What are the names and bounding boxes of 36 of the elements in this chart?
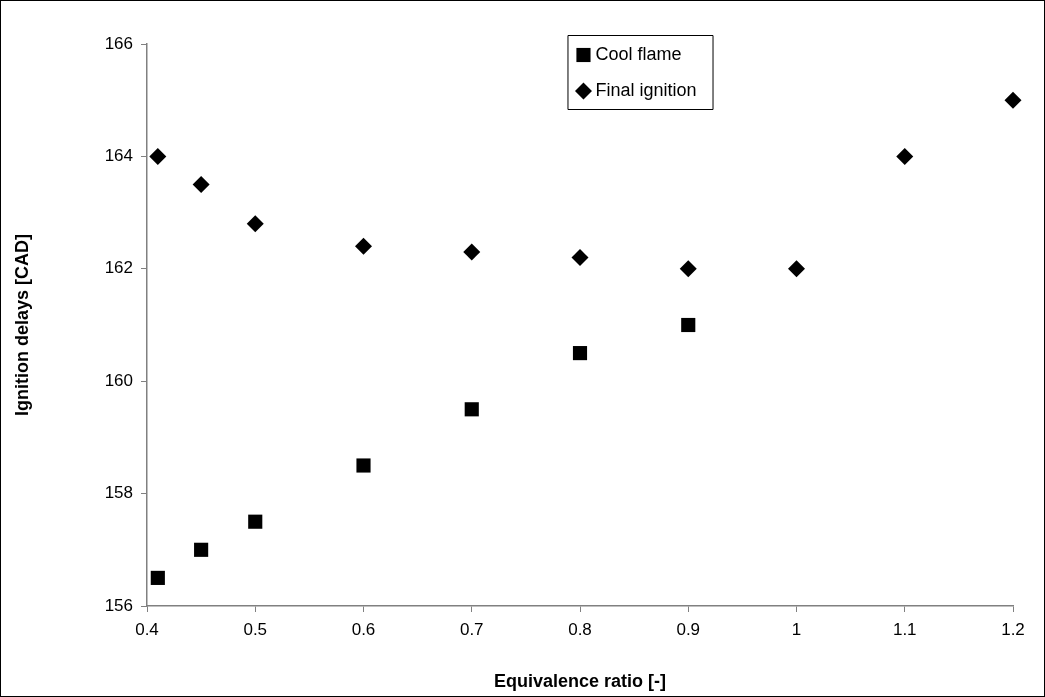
x-axis-title: Equivalence ratio [-] xyxy=(493,671,667,692)
point xyxy=(192,176,210,193)
point xyxy=(681,317,696,333)
y-tick-label: 158 xyxy=(104,483,133,503)
y-tick-label: 160 xyxy=(104,370,133,390)
x-tick-label: 1.1 xyxy=(892,619,917,639)
point xyxy=(788,260,805,278)
y-tick-label: 162 xyxy=(104,258,133,278)
point xyxy=(246,215,264,233)
x-tick-label: 0.5 xyxy=(243,619,268,639)
x-tick-label: 0.6 xyxy=(351,619,376,639)
x-tick-label: 1.2 xyxy=(1001,619,1025,639)
y-tick-label: 156 xyxy=(104,595,133,615)
x-tick-label: 0.7 xyxy=(459,619,484,639)
x-tick-label: 0.4 xyxy=(135,619,159,639)
x-tick-label: 0.8 xyxy=(568,619,592,639)
point xyxy=(463,243,481,261)
point xyxy=(571,249,589,267)
x-tick-label: 0.9 xyxy=(676,619,701,639)
legend-label: Cool flame xyxy=(595,43,682,64)
point xyxy=(1004,91,1022,109)
y-tick-label: 164 xyxy=(104,146,133,166)
legend-label: Final ignition xyxy=(595,79,697,100)
y-tick-label: 166 xyxy=(104,33,133,53)
point xyxy=(464,402,479,417)
point xyxy=(149,147,167,165)
point xyxy=(572,346,588,361)
point xyxy=(248,514,263,529)
point xyxy=(896,147,914,165)
point xyxy=(355,237,372,255)
x-tick-label: 1 xyxy=(791,619,802,639)
point xyxy=(194,542,209,557)
point xyxy=(356,458,371,473)
point xyxy=(150,570,165,585)
point xyxy=(679,260,697,278)
y-axis-title: Ignition delays [CAD] xyxy=(11,233,32,417)
